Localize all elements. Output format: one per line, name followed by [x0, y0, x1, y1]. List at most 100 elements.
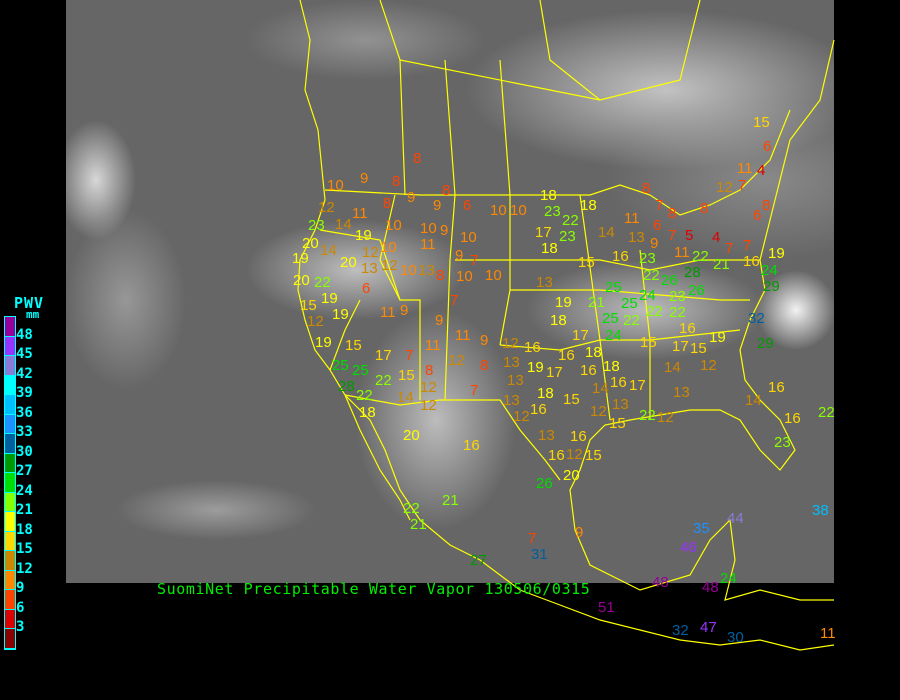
- pwv-station-value: 18: [603, 358, 620, 375]
- pwv-station-value: 4: [757, 162, 766, 179]
- pwv-station-value: 14: [592, 380, 609, 397]
- pwv-station-value: 47: [700, 619, 717, 636]
- us-mexico-border: [344, 394, 561, 481]
- pwv-station-value: 9: [480, 332, 489, 349]
- pwv-station-value: 48: [652, 574, 669, 591]
- pwv-station-value: 16: [570, 428, 587, 445]
- legend-swatch: [5, 336, 15, 356]
- pwv-station-value: 10: [420, 220, 437, 237]
- pwv-station-value: 19: [555, 294, 572, 311]
- pwv-station-value: 17: [572, 327, 589, 344]
- legend-tick-label: 12: [16, 560, 33, 577]
- pwv-station-value: 8: [442, 182, 451, 199]
- pwv-station-value: 24: [605, 327, 622, 344]
- pwv-station-value: 19: [332, 306, 349, 323]
- state-line-2: [399, 59, 406, 196]
- pwv-station-value: 16: [679, 320, 696, 337]
- pwv-station-value: 24: [720, 570, 737, 587]
- pwv-station-value: 18: [585, 344, 602, 361]
- pwv-station-value: 12: [420, 397, 437, 414]
- state-line-9: [319, 229, 401, 301]
- satellite-image: [66, 0, 834, 583]
- pwv-station-value: 31: [531, 546, 548, 563]
- pwv-station-value: 51: [598, 599, 615, 616]
- legend-swatch: [5, 473, 15, 493]
- pwv-station-value: 13: [673, 384, 690, 401]
- legend-tick-label: 48: [16, 326, 33, 343]
- canada-provinces-2: [539, 0, 601, 101]
- state-line-1: [444, 59, 456, 401]
- pwv-station-value: 13: [361, 260, 378, 277]
- pwv-station-value: 25: [605, 279, 622, 296]
- pwv-station-value: 26: [536, 475, 553, 492]
- pwv-station-value: 13: [628, 229, 645, 246]
- pwv-station-value: 22: [643, 267, 660, 284]
- pwv-station-value: 16: [463, 437, 480, 454]
- legend-tick-label: 3: [16, 619, 25, 635]
- legend-swatch: [5, 453, 15, 473]
- legend-tick-label: 18: [16, 521, 33, 538]
- pwv-station-value: 12: [716, 179, 733, 196]
- pwv-station-value: 11: [352, 205, 368, 222]
- pacific-coastline: [297, 0, 835, 651]
- pwv-station-value: 22: [692, 248, 709, 265]
- pwv-station-value: 29: [757, 335, 774, 352]
- pwv-station-value: 22: [623, 312, 640, 329]
- pwv-station-value: 8: [762, 197, 771, 214]
- pwv-station-value: 14: [335, 216, 352, 233]
- pwv-station-value: 7: [470, 382, 479, 399]
- legend-tick-label: 36: [16, 404, 33, 421]
- pwv-station-value: 20: [302, 235, 319, 252]
- pwv-station-value: 21: [588, 294, 605, 311]
- pwv-station-value: 19: [315, 334, 332, 351]
- pwv-station-value: 11: [425, 337, 441, 354]
- us-canada-border: [324, 109, 791, 216]
- pwv-station-value: 27: [470, 552, 487, 569]
- pwv-station-value: 22: [562, 212, 579, 229]
- pwv-station-value: 13: [418, 262, 435, 279]
- pwv-station-value: 12: [307, 313, 324, 330]
- pwv-station-value: 7: [743, 237, 752, 254]
- legend-tick-label: 15: [16, 541, 33, 557]
- pwv-station-value: 11: [737, 160, 753, 177]
- pwv-station-value: 7: [725, 240, 734, 257]
- pwv-station-value: 15: [585, 447, 602, 464]
- pwv-station-value: 6: [763, 138, 772, 155]
- legend-swatch: [5, 551, 15, 571]
- pwv-station-value: 16: [558, 347, 575, 364]
- pwv-station-value: 9: [650, 235, 659, 252]
- pwv-station-value: 15: [640, 334, 657, 351]
- pwv-station-value: 12: [566, 446, 583, 463]
- pwv-station-value: 26: [688, 282, 705, 299]
- pwv-station-value: 9: [455, 247, 464, 264]
- legend-tick-label: 39: [16, 385, 33, 401]
- pwv-station-value: 11: [380, 304, 396, 321]
- pwv-station-value: 16: [524, 339, 541, 356]
- pwv-station-value: 12: [502, 335, 519, 352]
- pwv-station-value: 19: [527, 359, 544, 376]
- pwv-station-value: 10: [510, 202, 527, 219]
- pwv-station-value: 48: [702, 579, 719, 596]
- pwv-station-value: 24: [639, 287, 656, 304]
- pwv-station-value: 6: [653, 217, 662, 234]
- legend-swatch: [5, 375, 15, 395]
- pwv-station-value: 9: [407, 189, 416, 206]
- legend-title: PWV: [14, 294, 45, 312]
- pwv-station-value: 7: [655, 197, 664, 214]
- pwv-station-value: 8: [413, 150, 422, 167]
- pwv-station-value: 18: [550, 312, 567, 329]
- pwv-station-value: 16: [548, 447, 565, 464]
- legend-swatch: [5, 590, 15, 610]
- pwv-station-value: 9: [400, 302, 409, 319]
- pwv-station-value: 22: [356, 387, 373, 404]
- pwv-station-value: 7: [738, 177, 747, 194]
- gulf-coast: [569, 39, 835, 601]
- pwv-station-value: 19: [292, 250, 309, 267]
- pwv-station-value: 19: [768, 245, 785, 262]
- pwv-station-value: 9: [435, 312, 444, 329]
- pwv-station-value: 10: [327, 177, 344, 194]
- pwv-station-value: 30: [727, 629, 744, 646]
- pwv-station-value: 17: [672, 338, 689, 355]
- pwv-station-value: 15: [609, 415, 626, 432]
